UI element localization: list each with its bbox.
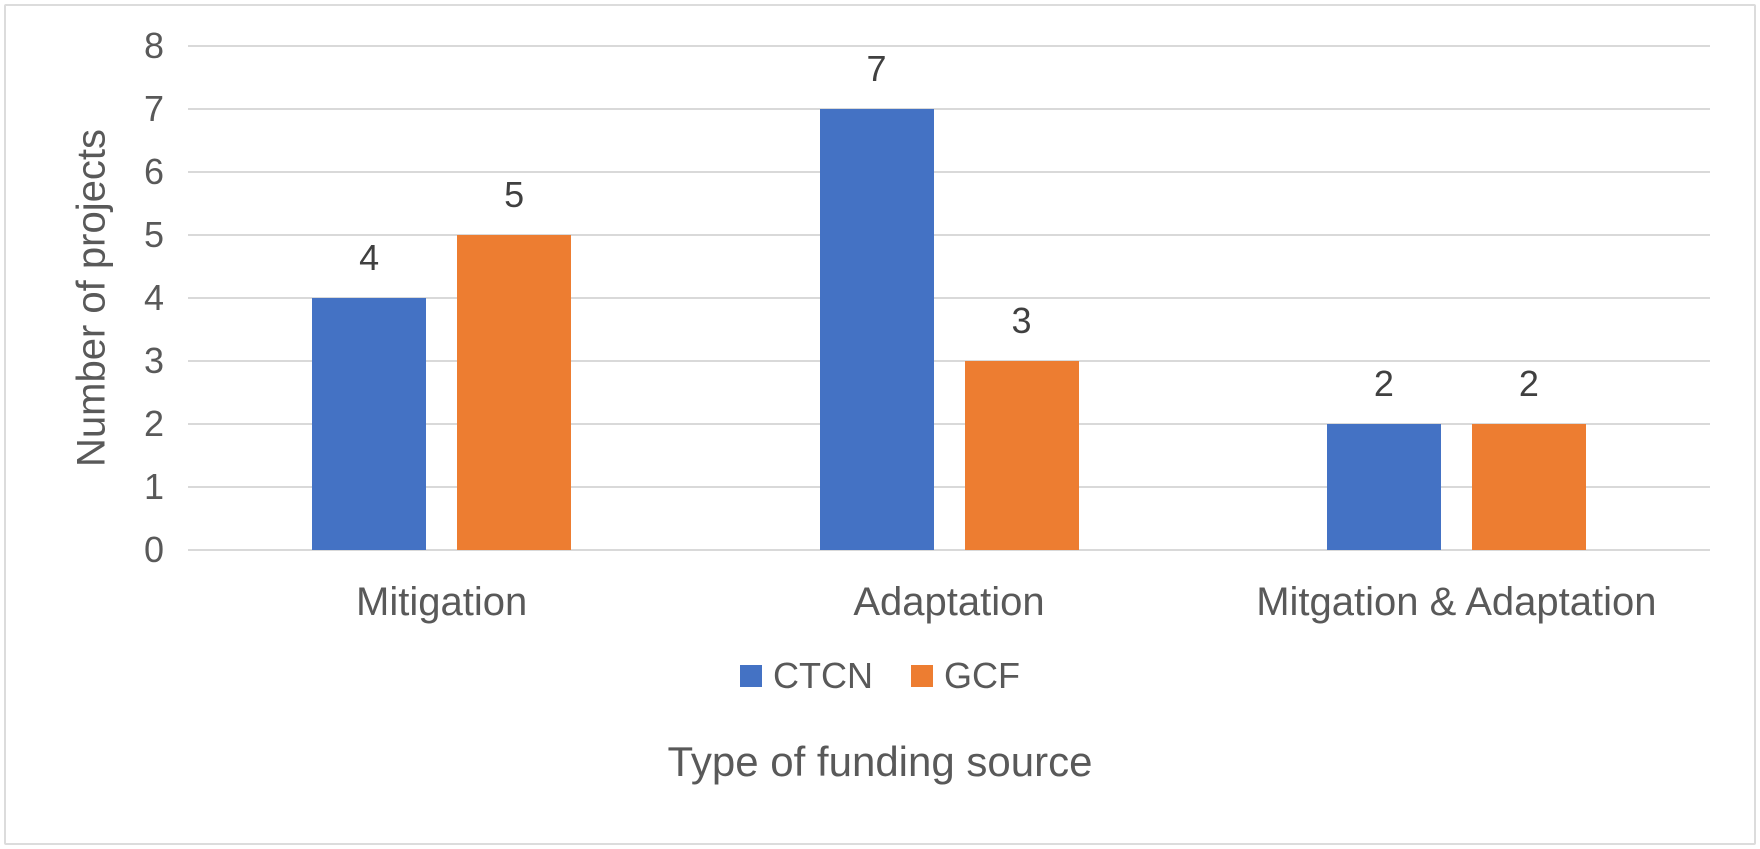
x-axis-title: Type of funding source (667, 738, 1093, 785)
legend-item-ctcn: CTCN (740, 654, 873, 698)
gridline (188, 171, 1710, 173)
data-label: 2 (1373, 363, 1394, 404)
legend-label: GCF (943, 655, 1020, 696)
data-label: 2 (1518, 363, 1539, 404)
bar-gcf-2 (1471, 424, 1586, 550)
y-tick-label: 4 (143, 277, 164, 318)
y-tick-label: 6 (143, 151, 164, 192)
data-label: 3 (1011, 300, 1032, 341)
data-label: 4 (359, 237, 380, 278)
bar-gcf-1 (964, 361, 1079, 550)
y-tick-label: 0 (143, 529, 164, 570)
data-label: 7 (866, 48, 887, 89)
gridline (188, 360, 1710, 362)
data-label: 5 (504, 174, 525, 215)
gridline (188, 423, 1710, 425)
gridline (188, 108, 1710, 110)
y-tick-label: 2 (143, 403, 164, 444)
category-label: Mitigation (356, 580, 528, 624)
legend-item-gcf: GCF (910, 654, 1020, 698)
gridline (188, 297, 1710, 299)
y-tick-label: 3 (143, 340, 164, 381)
bar-ctcn-0 (312, 298, 427, 550)
category-label: Adaptation (853, 580, 1045, 624)
legend-swatch-icon (910, 665, 933, 687)
bar-gcf-0 (457, 235, 572, 550)
gridline (188, 549, 1710, 551)
y-tick-label: 5 (143, 214, 164, 255)
bar-ctcn-2 (1326, 424, 1441, 550)
y-tick-label: 1 (143, 466, 164, 507)
gridline (188, 45, 1710, 47)
y-tick-label: 7 (143, 88, 164, 129)
y-tick-label: 8 (143, 25, 164, 66)
legend-label: CTCN (773, 655, 873, 696)
legend: CTCN GCF (0, 654, 1760, 698)
legend-swatch-icon (740, 665, 762, 687)
gridline (188, 234, 1710, 236)
category-label: Mitgation & Adaptation (1256, 580, 1657, 624)
gridline (188, 486, 1710, 488)
bar-ctcn-1 (819, 109, 934, 550)
